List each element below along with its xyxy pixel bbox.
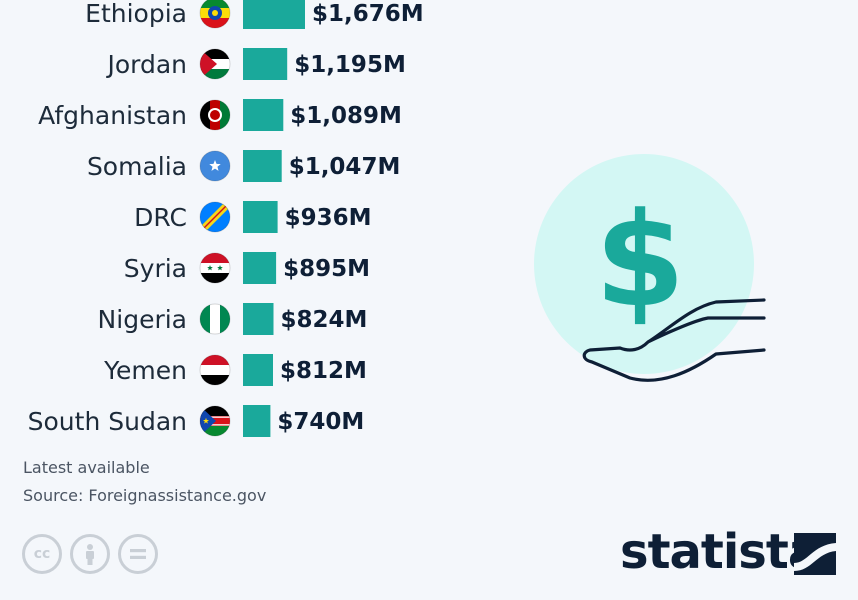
bar-south-sudan — [243, 405, 271, 437]
ethiopia-flag-icon — [200, 0, 230, 28]
drc-flag-icon — [200, 202, 230, 232]
bar-yemen — [243, 354, 273, 386]
jordan-flag-icon — [200, 49, 230, 79]
category-label-nigeria: Nigeria — [98, 305, 187, 334]
value-label-ethiopia: $1,676M — [312, 1, 424, 27]
value-label-jordan: $1,195M — [294, 52, 406, 78]
source-text: Source: Foreignassistance.gov — [23, 486, 267, 505]
value-label-afghanistan: $1,089M — [290, 103, 402, 129]
category-label-south-sudan: South Sudan — [28, 407, 187, 436]
statista-logo-mark-icon — [794, 533, 836, 575]
attribution-icon[interactable] — [70, 534, 110, 574]
yemen-flag-icon — [200, 355, 230, 385]
value-label-somalia: $1,047M — [289, 154, 401, 180]
syria-flag-icon — [200, 253, 230, 283]
bar-drc — [243, 201, 278, 233]
value-label-yemen: $812M — [280, 358, 367, 384]
category-label-jordan: Jordan — [105, 50, 187, 79]
south-sudan-flag-icon — [200, 406, 230, 436]
somalia-flag-icon — [200, 151, 230, 181]
value-label-drc: $936M — [285, 205, 372, 231]
category-label-syria: Syria — [124, 254, 187, 283]
value-label-syria: $895M — [283, 256, 370, 282]
category-label-afghanistan: Afghanistan — [38, 101, 187, 130]
bar-syria — [243, 252, 277, 284]
category-label-somalia: Somalia — [87, 152, 187, 181]
hand-outline — [582, 298, 766, 382]
note-text: Latest available — [23, 458, 150, 477]
bar-somalia — [243, 150, 282, 182]
value-label-south-sudan: $740M — [277, 409, 364, 435]
category-label-ethiopia: Ethiopia — [85, 0, 187, 28]
nigeria-flag-icon — [200, 304, 230, 334]
bar-chart: Ethiopia $1,676M Jordan $1,195M Afghanistan $… — [28, 0, 424, 437]
statista-logo[interactable]: statista — [620, 524, 820, 580]
dollar-in-hand-icon: $ — [534, 154, 766, 382]
bar-afghanistan — [243, 99, 284, 131]
cc-icon[interactable]: cc — [22, 534, 62, 574]
dollar-symbol: $ — [595, 184, 685, 336]
category-label-drc: DRC — [134, 203, 187, 232]
license-icons: cc — [22, 534, 158, 574]
afghanistan-flag-icon — [200, 100, 230, 130]
no-derivatives-icon[interactable] — [118, 534, 158, 574]
category-label-yemen: Yemen — [103, 356, 187, 385]
bar-ethiopia — [243, 0, 305, 29]
bar-jordan — [243, 48, 288, 80]
value-label-nigeria: $824M — [281, 307, 368, 333]
bar-nigeria — [243, 303, 274, 335]
